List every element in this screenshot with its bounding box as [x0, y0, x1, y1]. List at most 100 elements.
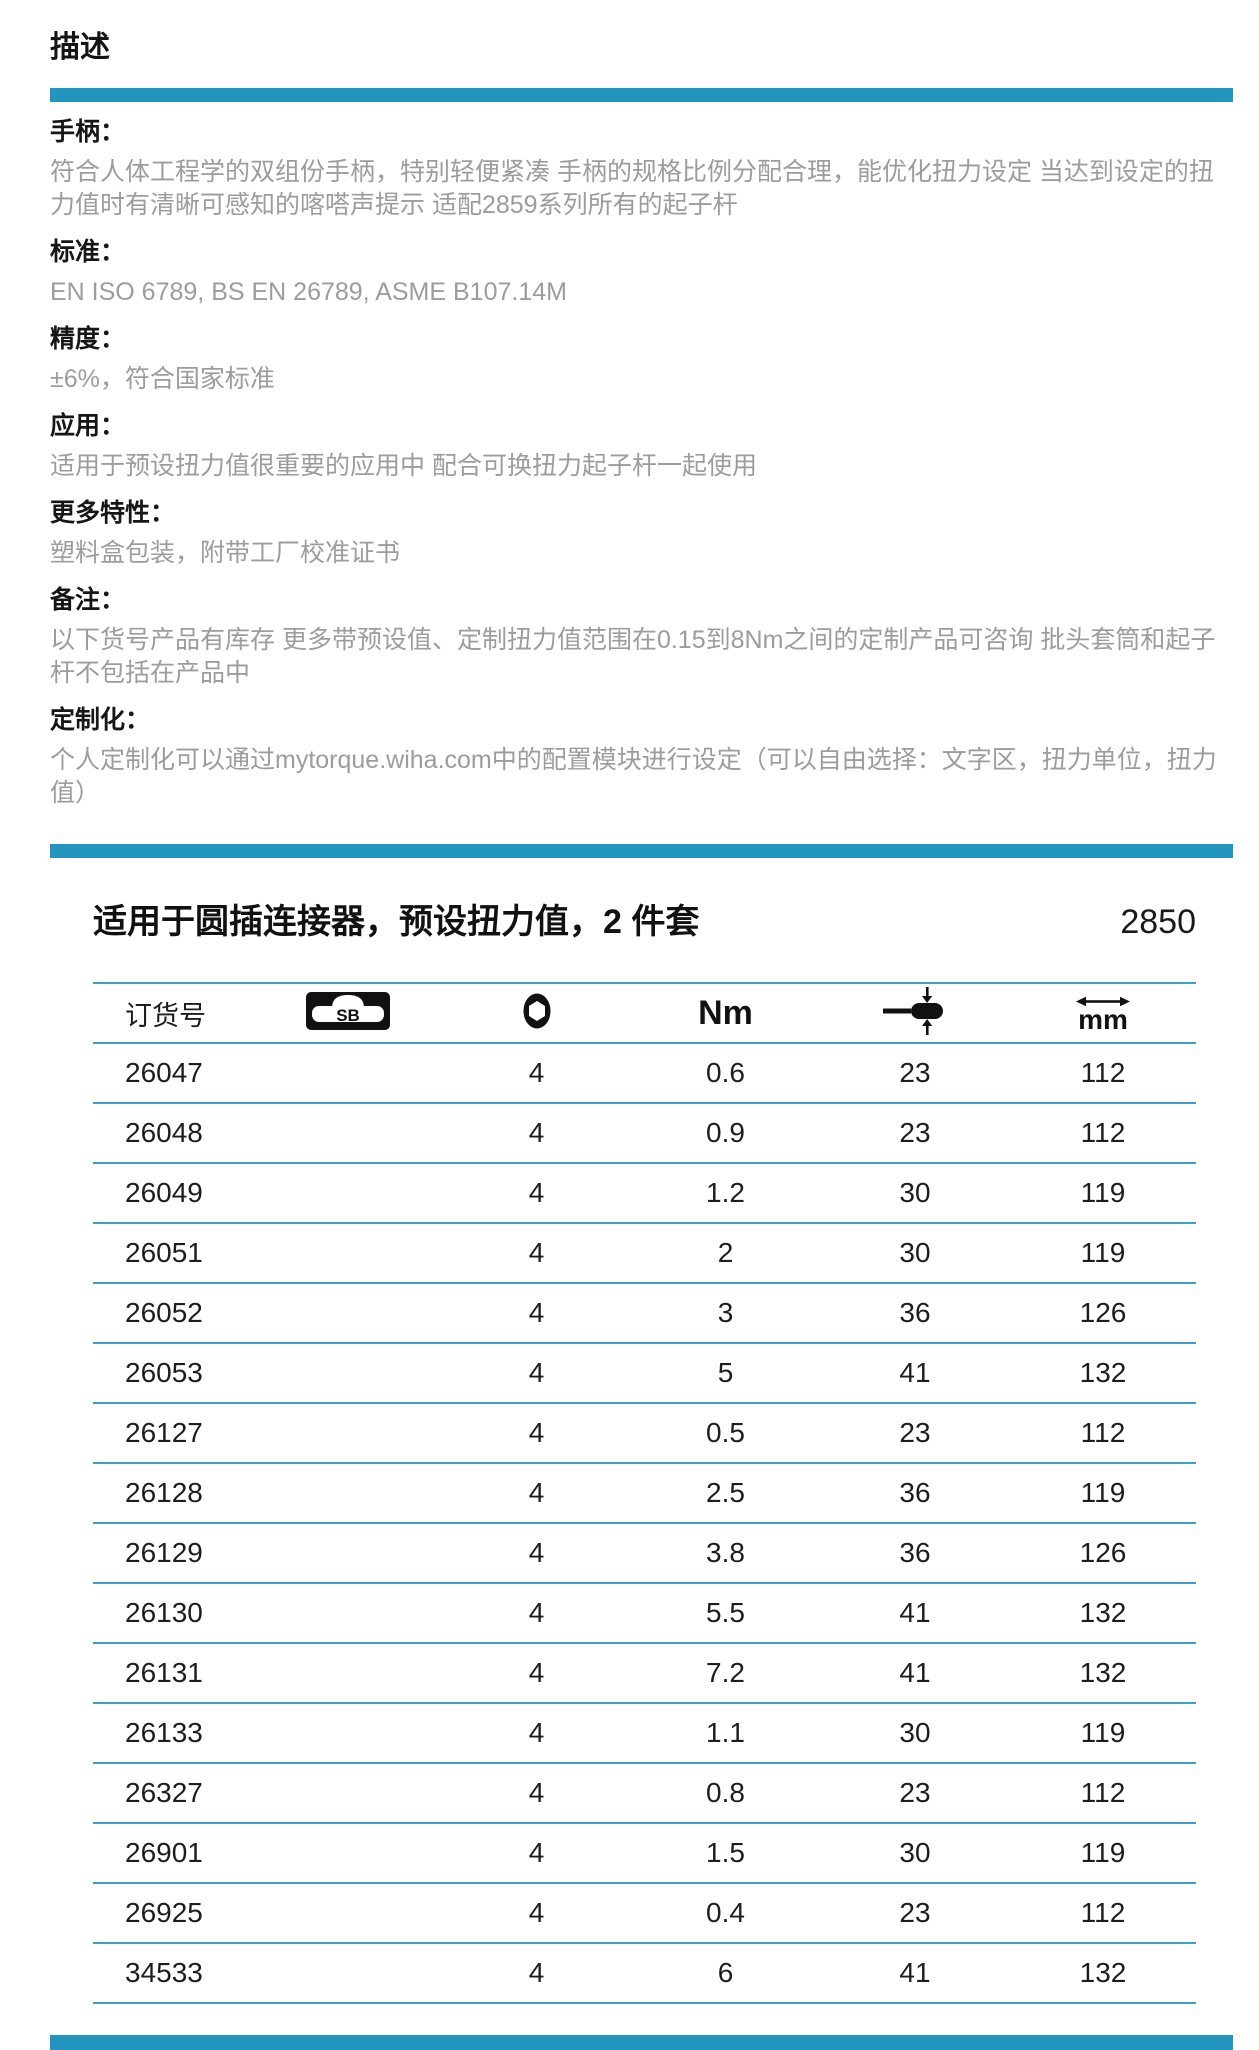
section-text-accuracy: ±6%，符合国家标准 [50, 365, 275, 393]
table-title: 适用于圆插连接器，预设扭力值，2 件套 [93, 903, 700, 941]
length-cell: 119 [1010, 1223, 1196, 1284]
order-number-cell: 26047 [93, 1043, 253, 1104]
order-number-cell: 26901 [93, 1823, 253, 1884]
length-cell: 119 [1010, 1463, 1196, 1524]
middle-divider-bar [50, 844, 1233, 858]
order-number-cell: 26133 [93, 1703, 253, 1764]
table-row: 26051 4 2 30 119 [93, 1223, 1196, 1284]
table-title-row: 适用于圆插连接器，预设扭力值，2 件套 2850 [93, 902, 1196, 942]
product-table-section: 适用于圆插连接器，预设扭力值，2 件套 2850 订货号 [93, 902, 1196, 2004]
torque-cell: 0.5 [631, 1403, 820, 1464]
length-cell: 132 [1010, 1643, 1196, 1704]
length-cell: 119 [1010, 1823, 1196, 1884]
torque-cell: 7.2 [631, 1643, 820, 1704]
table-row: 26127 4 0.5 23 112 [93, 1403, 1196, 1464]
order-number-cell: 26051 [93, 1223, 253, 1284]
handle-diameter-cell: 41 [820, 1943, 1010, 2004]
connector-size-cell: 4 [442, 1763, 631, 1824]
length-unit-header: mm [1078, 1003, 1128, 1035]
handle-diameter-cell: 30 [820, 1163, 1010, 1224]
order-number-cell: 26327 [93, 1763, 253, 1824]
table-row: 26049 4 1.2 30 119 [93, 1163, 1196, 1224]
torque-cell: 0.4 [631, 1883, 820, 1944]
torque-cell: 0.8 [631, 1763, 820, 1824]
handle-diameter-cell: 36 [820, 1523, 1010, 1584]
sb-cell [253, 1943, 442, 2004]
torque-cell: 1.2 [631, 1163, 820, 1224]
table-row: 26048 4 0.9 23 112 [93, 1103, 1196, 1164]
torque-cell: 3.8 [631, 1523, 820, 1584]
torque-unit-header: Nm [698, 993, 753, 1032]
top-divider-bar [50, 88, 1233, 102]
handle-diameter-cell: 36 [820, 1283, 1010, 1344]
length-cell: 112 [1010, 1403, 1196, 1464]
sb-blister-pack-icon: SB [305, 991, 390, 1030]
order-number-cell: 26130 [93, 1583, 253, 1644]
sb-cell [253, 1583, 442, 1644]
sb-cell [253, 1103, 442, 1164]
torque-cell: 0.9 [631, 1103, 820, 1164]
length-cell: 119 [1010, 1703, 1196, 1764]
sb-cell [253, 1523, 442, 1584]
order-number-cell: 26048 [93, 1103, 253, 1164]
section-text-handle: 符合人体工程学的双组份手柄，特别轻便紧凑 手柄的规格比例分配合理，能优化扭力设定… [50, 158, 1214, 219]
connector-size-cell: 4 [442, 1643, 631, 1704]
order-number-cell: 26925 [93, 1883, 253, 1944]
torque-cell: 1.5 [631, 1823, 820, 1884]
connector-size-cell: 4 [442, 1043, 631, 1104]
torque-cell: 0.6 [631, 1043, 820, 1104]
connector-size-cell: 4 [442, 1523, 631, 1584]
svg-text:SB: SB [336, 1006, 360, 1025]
handle-diameter-cell: 41 [820, 1583, 1010, 1644]
order-number-cell: 26127 [93, 1403, 253, 1464]
table-row: 26901 4 1.5 30 119 [93, 1823, 1196, 1884]
sb-cell [253, 1343, 442, 1404]
table-row: 26047 4 0.6 23 112 [93, 1043, 1196, 1104]
connector-size-cell: 4 [442, 1883, 631, 1944]
length-cell: 112 [1010, 1763, 1196, 1824]
sb-cell [253, 1223, 442, 1284]
handle-diameter-cell: 30 [820, 1703, 1010, 1764]
handle-diameter-cell: 30 [820, 1223, 1010, 1284]
length-cell: 126 [1010, 1283, 1196, 1344]
table-row: 26133 4 1.1 30 119 [93, 1703, 1196, 1764]
sb-cell [253, 1823, 442, 1884]
connector-size-cell: 4 [442, 1703, 631, 1764]
sb-cell [253, 1283, 442, 1344]
order-number-cell: 26129 [93, 1523, 253, 1584]
table-row: 26129 4 3.8 36 126 [93, 1523, 1196, 1584]
table-row: 26925 4 0.4 23 112 [93, 1883, 1196, 1944]
sb-cell [253, 1043, 442, 1104]
overall-length-icon [1076, 996, 1130, 1006]
length-cell: 132 [1010, 1343, 1196, 1404]
length-cell: 112 [1010, 1883, 1196, 1944]
connector-size-cell: 4 [442, 1463, 631, 1524]
table-row: 34533 4 6 41 132 [93, 1943, 1196, 2004]
table-row: 26327 4 0.8 23 112 [93, 1763, 1196, 1824]
torque-cell: 2.5 [631, 1463, 820, 1524]
length-cell: 132 [1010, 1943, 1196, 2004]
table-row: 26052 4 3 36 126 [93, 1283, 1196, 1344]
torque-cell: 5.5 [631, 1583, 820, 1644]
section-text-application: 适用于预设扭力值很重要的应用中 配合可换扭力起子杆一起使用 [50, 452, 757, 480]
order-number-cell: 26052 [93, 1283, 253, 1344]
page-content: 描述 手柄： 符合人体工程学的双组份手柄，特别轻便紧凑 手柄的规格比例分配合理，… [50, 31, 1233, 2004]
sb-cell [253, 1883, 442, 1944]
section-text-standard: EN ISO 6789, BS EN 26789, ASME B107.14M [50, 278, 567, 306]
torque-cell: 5 [631, 1343, 820, 1404]
handle-diameter-cell: 41 [820, 1643, 1010, 1704]
length-cell: 132 [1010, 1583, 1196, 1644]
torque-cell: 6 [631, 1943, 820, 2004]
section-label-notes: 备注： [50, 586, 126, 614]
bottom-divider-bar [50, 2035, 1233, 2050]
section-text-notes: 以下货号产品有库存 更多带预设值、定制扭力值范围在0.15到8Nm之间的定制产品… [50, 626, 1216, 687]
torque-cell: 1.1 [631, 1703, 820, 1764]
handle-diameter-cell: 36 [820, 1463, 1010, 1524]
sb-cell [253, 1403, 442, 1464]
connector-size-cell: 4 [442, 1583, 631, 1644]
connector-size-cell: 4 [442, 1223, 631, 1284]
order-number-cell: 26049 [93, 1163, 253, 1224]
length-cell: 119 [1010, 1163, 1196, 1224]
connector-size-cell: 4 [442, 1283, 631, 1344]
handle-diameter-cell: 41 [820, 1343, 1010, 1404]
